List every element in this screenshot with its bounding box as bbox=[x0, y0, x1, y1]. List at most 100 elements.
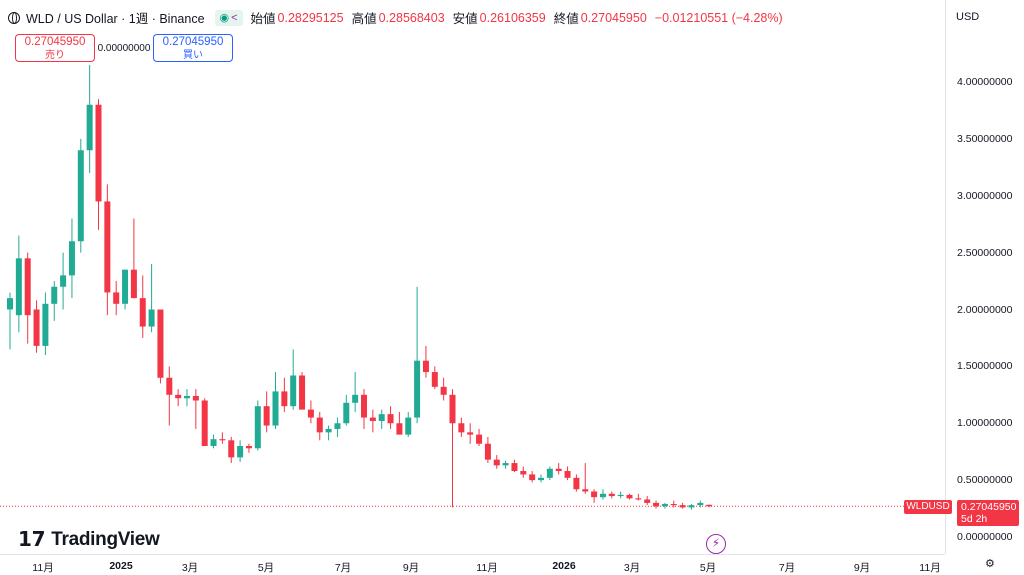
close-label: 終値 bbox=[553, 12, 579, 26]
candle bbox=[422, 345, 429, 378]
candle bbox=[281, 377, 288, 412]
candle-body bbox=[458, 423, 465, 433]
candle bbox=[378, 409, 385, 429]
bar-countdown: 5d 2h bbox=[961, 513, 988, 525]
chart-area[interactable] bbox=[0, 0, 945, 554]
candle bbox=[661, 502, 668, 509]
candle bbox=[599, 489, 606, 500]
candle-body bbox=[467, 432, 474, 435]
candle-body bbox=[68, 241, 75, 276]
candle-body bbox=[272, 391, 279, 426]
currency-selector[interactable]: USD bbox=[956, 11, 980, 23]
time-tick-label: 11月 bbox=[476, 562, 498, 574]
price-tick-label: 3.50000000 bbox=[957, 132, 1013, 145]
candle bbox=[555, 463, 562, 475]
sell-label: 売り bbox=[45, 50, 65, 61]
candle bbox=[104, 184, 111, 316]
candle bbox=[68, 218, 75, 299]
candle-body bbox=[281, 391, 288, 407]
candle bbox=[679, 502, 686, 509]
candle-body bbox=[60, 275, 67, 287]
candle bbox=[33, 300, 40, 353]
candle bbox=[635, 493, 642, 501]
candle-body bbox=[405, 417, 412, 435]
indicator-toggle-icon[interactable]: ◉ < bbox=[214, 9, 243, 26]
candle-body bbox=[626, 494, 633, 499]
candle-body bbox=[679, 505, 686, 508]
price-tick-label: 0.50000000 bbox=[957, 474, 1013, 487]
candle bbox=[15, 235, 22, 333]
candle bbox=[245, 443, 252, 453]
candle-body bbox=[369, 417, 376, 421]
candle-body bbox=[157, 309, 164, 378]
candle bbox=[192, 389, 199, 429]
candle bbox=[626, 493, 633, 500]
candle-body bbox=[7, 298, 13, 310]
candle bbox=[263, 391, 270, 433]
candle bbox=[396, 411, 403, 435]
candle bbox=[502, 460, 509, 469]
high-label: 高値 bbox=[351, 12, 377, 26]
candle-body bbox=[95, 104, 102, 202]
candle bbox=[157, 309, 164, 384]
candle bbox=[520, 466, 527, 478]
candle-body bbox=[290, 375, 297, 407]
candle-body bbox=[670, 504, 677, 506]
low-label: 安値 bbox=[452, 12, 478, 26]
logo-text: TradingView bbox=[51, 528, 160, 550]
change-value: −0.01210551 (−4.28%) bbox=[654, 10, 783, 25]
candle bbox=[511, 459, 518, 473]
candle-body bbox=[378, 414, 385, 421]
candle bbox=[608, 491, 615, 499]
candle bbox=[564, 466, 571, 481]
time-axis[interactable] bbox=[0, 554, 945, 572]
candle-body bbox=[307, 409, 314, 418]
candle-body bbox=[608, 493, 615, 497]
tradingview-logo[interactable]: 𝟭𝟳 TradingView bbox=[18, 527, 160, 552]
open-label: 始値 bbox=[250, 12, 276, 26]
candle-body bbox=[343, 402, 350, 424]
price-tick-label: 0.00000000 bbox=[957, 531, 1013, 543]
candlestick-chart[interactable] bbox=[0, 0, 945, 554]
lightning-icon[interactable]: ⚡ bbox=[706, 534, 726, 554]
candle-body bbox=[449, 394, 456, 424]
candle bbox=[166, 366, 173, 426]
candle-body bbox=[184, 395, 190, 399]
sell-price: 0.27045950 bbox=[24, 36, 86, 48]
settings-gear-icon[interactable]: ⚙ bbox=[985, 558, 995, 570]
candle-body bbox=[192, 395, 199, 401]
price-scale[interactable]: USD bbox=[945, 0, 1024, 554]
candle bbox=[237, 440, 244, 462]
chart-legend: WLD / US Dollar · 1週 · Binance ◉ < 始値 0.2… bbox=[8, 8, 791, 27]
time-tick-label: 3月 bbox=[181, 562, 199, 574]
candle bbox=[352, 372, 359, 412]
candle bbox=[493, 455, 500, 469]
candle bbox=[617, 491, 624, 499]
candle-body bbox=[520, 471, 527, 475]
candle bbox=[440, 377, 447, 401]
candle-body bbox=[15, 258, 22, 316]
buy-button[interactable]: 0.27045950 買い bbox=[153, 34, 233, 62]
candle-body bbox=[414, 360, 421, 418]
candle bbox=[175, 389, 182, 407]
candle bbox=[529, 471, 536, 483]
candle bbox=[573, 474, 580, 492]
candle bbox=[210, 434, 217, 449]
candle bbox=[42, 292, 49, 355]
sell-button[interactable]: 0.27045950 売り bbox=[15, 34, 95, 62]
buy-label: 買い bbox=[183, 50, 203, 61]
price-tick-label: 4.00000000 bbox=[957, 76, 1013, 88]
candle-body bbox=[201, 400, 208, 446]
candle-body bbox=[644, 499, 651, 503]
time-tick-label: 11月 bbox=[32, 562, 54, 574]
candle bbox=[591, 489, 598, 503]
candle-body bbox=[175, 394, 182, 399]
candle-body bbox=[263, 406, 270, 426]
candle bbox=[582, 463, 589, 494]
symbol-title[interactable]: WLD / US Dollar · 1週 · Binance bbox=[26, 12, 205, 26]
candle-body bbox=[361, 394, 367, 418]
candle-body bbox=[661, 504, 668, 507]
last-price: 0.27045950 bbox=[961, 501, 1017, 513]
spread-value: 0.00000000 bbox=[97, 42, 151, 54]
candle-body bbox=[77, 150, 84, 242]
